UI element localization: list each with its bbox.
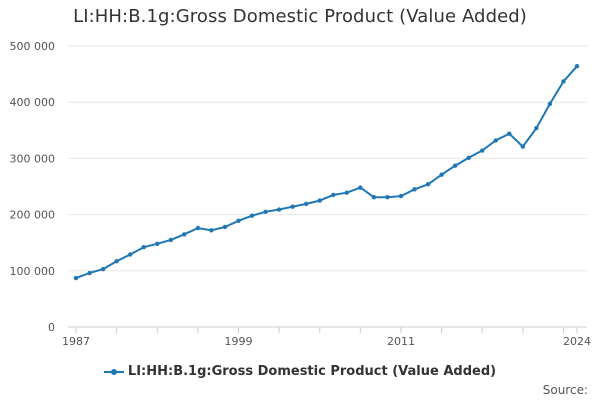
data-point[interactable]: [547, 101, 553, 107]
source-label: Source:: [542, 383, 588, 397]
data-point[interactable]: [412, 187, 417, 192]
data-point[interactable]: [73, 275, 79, 281]
data-point[interactable]: [452, 163, 458, 168]
data-point[interactable]: [263, 209, 268, 214]
data-point[interactable]: [155, 241, 160, 247]
data-point[interactable]: [534, 125, 539, 131]
series-layer: [73, 64, 580, 281]
data-point[interactable]: [87, 270, 92, 276]
data-point[interactable]: [344, 190, 350, 195]
data-point[interactable]: [168, 237, 173, 243]
data-point[interactable]: [371, 194, 377, 200]
data-point[interactable]: [425, 182, 431, 187]
y-tick-label: 200 000: [10, 209, 56, 222]
legend-swatch: [103, 367, 124, 377]
data-point[interactable]: [114, 259, 119, 264]
series-line: [75, 65, 578, 280]
data-point[interactable]: [331, 192, 336, 198]
y-axis-tick-labels: 0 100 000 200 000 300 000 400 000 500 000: [10, 40, 56, 334]
y-tick-label: 500 000: [10, 40, 56, 53]
x-tick-label: 1999: [224, 335, 252, 348]
data-point[interactable]: [100, 266, 106, 272]
data-point[interactable]: [439, 172, 444, 177]
data-point[interactable]: [236, 218, 241, 223]
data-point[interactable]: [317, 198, 322, 203]
gridlines: [68, 45, 587, 272]
data-point[interactable]: [222, 224, 228, 230]
data-point[interactable]: [466, 155, 471, 161]
data-point[interactable]: [249, 213, 255, 218]
data-point[interactable]: [574, 64, 580, 69]
x-tick-label: 2024: [563, 335, 591, 348]
chart-title: LI:HH:B.1g:Gross Domestic Product (Value…: [73, 6, 527, 27]
data-point[interactable]: [276, 207, 282, 212]
data-point[interactable]: [520, 144, 526, 149]
data-point[interactable]: [182, 232, 187, 237]
data-point[interactable]: [209, 228, 214, 233]
x-tick-label: 1987: [62, 335, 90, 348]
y-tick-label: 400 000: [10, 96, 56, 109]
y-tick-label: 100 000: [10, 265, 56, 278]
data-point[interactable]: [561, 79, 566, 84]
data-point[interactable]: [195, 225, 201, 231]
data-point[interactable]: [385, 194, 390, 200]
data-point[interactable]: [480, 148, 485, 153]
data-point[interactable]: [290, 204, 295, 209]
x-axis: [68, 326, 587, 333]
data-point[interactable]: [493, 138, 498, 143]
data-point[interactable]: [398, 193, 404, 199]
data-point[interactable]: [358, 185, 363, 190]
data-point[interactable]: [507, 131, 512, 136]
data-point[interactable]: [127, 252, 133, 257]
y-tick-label: 0: [48, 321, 55, 334]
data-point[interactable]: [303, 201, 309, 207]
x-tick-label: 2011: [387, 335, 415, 348]
x-axis-tick-labels: 1987 1999 2011 2024: [62, 335, 591, 348]
legend-label: LI:HH:B.1g:Gross Domestic Product (Value…: [127, 364, 497, 379]
y-tick-label: 300 000: [10, 152, 56, 165]
legend[interactable]: LI:HH:B.1g:Gross Domestic Product (Value…: [0, 364, 600, 379]
data-point[interactable]: [141, 244, 146, 250]
